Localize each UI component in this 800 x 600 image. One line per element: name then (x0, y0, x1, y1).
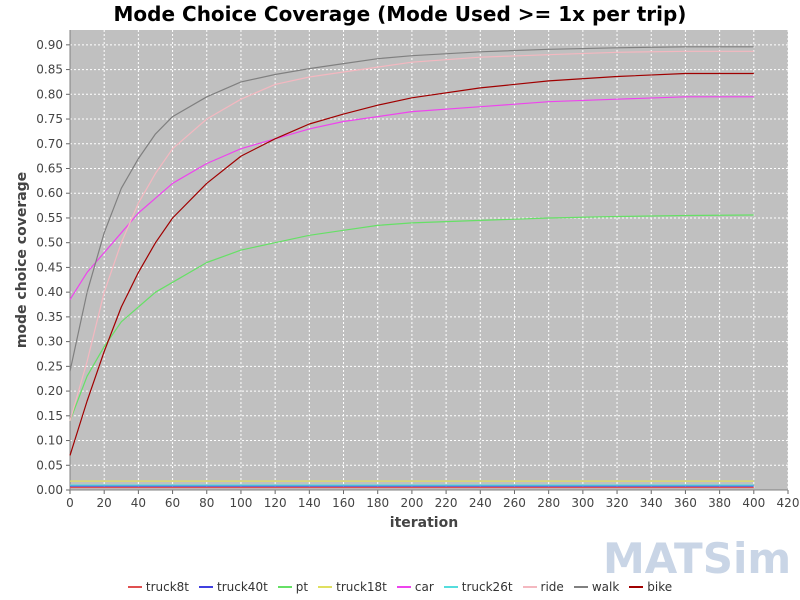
legend-label: truck8t (145, 580, 190, 594)
y-tick-label: 0.55 (36, 211, 63, 225)
x-tick-label: 40 (131, 496, 146, 510)
x-tick-label: 280 (537, 496, 560, 510)
legend-swatch (396, 586, 411, 588)
series-line-ride (69, 50, 754, 421)
y-tick-label: 0.45 (36, 260, 63, 274)
x-tick-label: 380 (708, 496, 731, 510)
x-tick-label: 360 (674, 496, 697, 510)
legend-label: truck40t (217, 580, 268, 594)
x-axis-label: iteration (390, 515, 458, 531)
x-tick-label: 140 (298, 496, 321, 510)
plot-area (70, 30, 788, 490)
x-tick-label: 100 (229, 496, 252, 510)
x-tick-label: 340 (640, 496, 663, 510)
legend-item-truck8t: truck8t (127, 580, 190, 594)
y-tick-label: 0.80 (36, 87, 63, 101)
legend-label: bike (647, 580, 673, 594)
y-tick-label: 0.15 (36, 409, 63, 423)
y-tick-label: 0.00 (36, 483, 63, 497)
x-tick-label: 240 (469, 496, 492, 510)
legend-item-bike: bike (629, 580, 672, 594)
legend-swatch (522, 586, 537, 588)
legend-item-ride: ride (522, 580, 564, 594)
y-tick-label: 0.05 (36, 458, 63, 472)
x-tick-label: 0 (66, 496, 74, 510)
legend-label: truck18t (336, 580, 387, 594)
y-tick-label: 0.75 (36, 112, 63, 126)
legend-item-truck18t: truck18t (318, 580, 387, 594)
legend-label: truck26t (461, 580, 513, 594)
legend-label: car (414, 580, 434, 594)
matsim-logo: MATSim (603, 534, 792, 583)
series-line-bike (69, 72, 754, 456)
y-tick-label: 0.35 (36, 310, 63, 324)
x-tick-label: 220 (435, 496, 458, 510)
x-tick-label: 160 (332, 496, 355, 510)
series-line-pt (69, 214, 754, 422)
legend-swatch (573, 586, 588, 588)
x-tick-label: 420 (777, 496, 800, 510)
legend-label: pt (295, 580, 309, 594)
legend-swatch (443, 586, 458, 588)
legend-label: ride (540, 580, 564, 594)
legend-swatch (277, 586, 292, 588)
x-tick-label: 20 (97, 496, 112, 510)
y-tick-label: 0.50 (36, 236, 63, 250)
legend-item-walk: walk (573, 580, 620, 594)
x-tick-label: 400 (742, 496, 765, 510)
x-tick-label: 300 (571, 496, 594, 510)
y-tick-label: 0.30 (36, 335, 63, 349)
x-tick-label: 80 (199, 496, 214, 510)
y-tick-label: 0.40 (36, 285, 63, 299)
series-line-walk (69, 46, 754, 372)
y-axis-label: mode choice coverage (14, 172, 30, 348)
x-tick-label: 180 (366, 496, 389, 510)
y-tick-label: 0.20 (36, 384, 63, 398)
x-tick-label: 320 (606, 496, 629, 510)
y-tick-label: 0.60 (36, 186, 63, 200)
legend-swatch (127, 586, 142, 588)
x-tick-label: 120 (264, 496, 287, 510)
x-tick-label: 200 (400, 496, 423, 510)
legend-item-pt: pt (277, 580, 309, 594)
legend-item-car: car (396, 580, 434, 594)
x-tick-label: 260 (503, 496, 526, 510)
legend-item-truck26t: truck26t (443, 580, 513, 594)
legend-item-truck40t: truck40t (199, 580, 268, 594)
chart-title: Mode Choice Coverage (Mode Used >= 1x pe… (113, 2, 687, 26)
legend-swatch (629, 586, 644, 588)
y-tick-label: 0.65 (36, 161, 63, 175)
legend-swatch (318, 586, 333, 588)
y-tick-label: 0.90 (36, 38, 63, 52)
y-tick-label: 0.70 (36, 137, 63, 151)
x-tick-label: 60 (165, 496, 180, 510)
y-tick-label: 0.85 (36, 63, 63, 77)
y-tick-label: 0.25 (36, 359, 63, 373)
legend-swatch (199, 586, 214, 588)
legend: truck8t truck40t pt truck18t car truck26t ride… (0, 578, 800, 596)
legend-label: walk (591, 580, 620, 594)
y-tick-label: 0.10 (36, 434, 63, 448)
